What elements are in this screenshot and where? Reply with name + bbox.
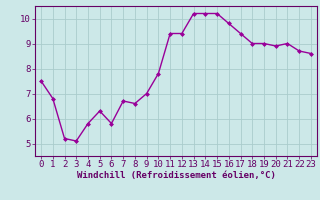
- X-axis label: Windchill (Refroidissement éolien,°C): Windchill (Refroidissement éolien,°C): [76, 171, 276, 180]
